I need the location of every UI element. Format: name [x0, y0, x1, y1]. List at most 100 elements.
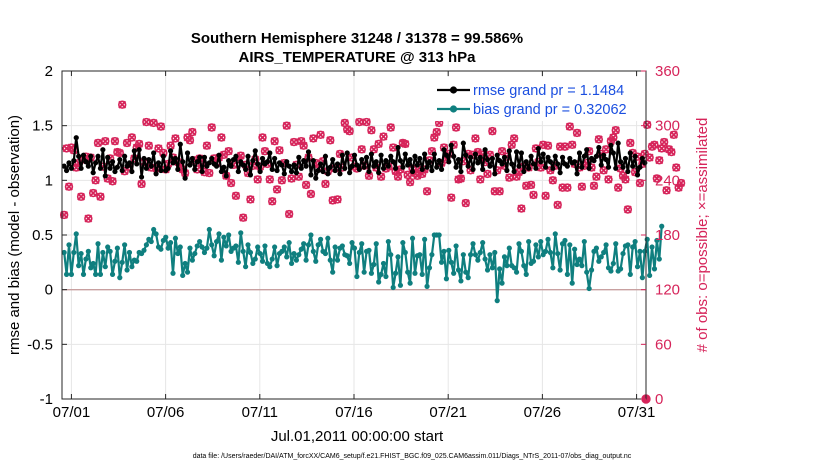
obs-assimilated-marker: [321, 180, 330, 188]
obs-assimilated-marker: [660, 138, 669, 147]
bias-point: [402, 249, 408, 256]
rmse-point: [426, 159, 433, 165]
bias-point: [310, 248, 316, 254]
obs-assimilated-marker: [604, 175, 613, 184]
obs-possible-marker: [669, 130, 679, 139]
obs-assimilated-marker: [643, 120, 652, 129]
rmse-point: [201, 154, 208, 160]
obs-assimilated-marker: [171, 134, 180, 143]
rmse-point: [622, 155, 629, 162]
obs-possible-marker: [282, 121, 291, 130]
bias-point: [436, 232, 442, 238]
obs-assimilated-marker: [623, 205, 632, 214]
obs-assimilated-marker: [277, 176, 286, 185]
obs-possible-marker: [572, 128, 582, 138]
rmse-point: [351, 152, 358, 158]
obs-assimilated-marker: [553, 200, 562, 209]
bias-point: [344, 253, 350, 259]
obs-assimilated-marker: [594, 135, 603, 144]
rmse-point: [555, 161, 561, 167]
obs-possible-marker: [149, 118, 158, 128]
x-tick-label: 07/11: [242, 404, 278, 421]
obs-assimilated-marker: [367, 126, 376, 135]
rmse-point: [538, 159, 544, 165]
rmse-point: [73, 135, 79, 141]
bias-point: [71, 249, 77, 256]
bias-point: [455, 267, 462, 273]
bias-point: [245, 242, 251, 248]
obs-assimilated-marker: [674, 183, 683, 192]
obs-possible-marker: [476, 175, 485, 184]
obs-assimilated-marker: [544, 141, 552, 150]
rmse-point: [192, 166, 198, 172]
rmse-point: [429, 167, 435, 174]
bias-point: [441, 248, 447, 254]
rmse-point: [477, 154, 483, 160]
bias-point: [73, 231, 79, 237]
rmse-point: [504, 167, 510, 174]
rmse-point: [281, 171, 287, 177]
rmse-point: [540, 151, 546, 157]
obs-possible-marker: [626, 138, 635, 148]
bias-point: [581, 238, 587, 245]
rmse-point: [451, 153, 457, 159]
bias-point: [194, 243, 200, 249]
y-axis-label-right: # of obs: o=possible; ×=assimilated: [694, 118, 711, 353]
rmse-point: [584, 147, 590, 153]
bias-point: [218, 257, 225, 263]
rmse-point: [438, 166, 445, 172]
obs-assimilated-marker: [592, 172, 601, 181]
rmse-point: [547, 159, 554, 165]
obs-possible-marker: [217, 133, 226, 142]
bias-point: [470, 241, 476, 247]
obs-possible-marker: [185, 136, 195, 145]
bias-point: [301, 241, 307, 247]
obs-assimilated-marker: [432, 128, 441, 136]
rmse-point: [80, 152, 87, 158]
bias-point: [332, 244, 338, 250]
obs-possible-marker: [558, 183, 567, 192]
rmse-point: [240, 162, 246, 168]
obs-assimilated-marker: [362, 118, 371, 126]
rmse-point: [97, 165, 104, 171]
bias-point: [448, 259, 454, 265]
bias-point: [177, 244, 183, 250]
obs-possible-marker: [422, 187, 432, 196]
bias-point: [603, 242, 609, 248]
bias-point: [535, 254, 541, 260]
obs-assimilated-marker: [657, 144, 666, 153]
obs-possible-marker: [268, 197, 277, 206]
rmse-point: [378, 152, 384, 158]
rmse-point: [603, 156, 609, 163]
bias-point: [293, 257, 300, 263]
rmse-point: [422, 151, 428, 157]
rmse-point: [339, 152, 345, 158]
rmse-point: [298, 165, 304, 171]
bias-point: [153, 231, 159, 237]
bias-point: [489, 265, 495, 271]
obs-possible-marker: [258, 133, 267, 142]
rmse-point: [78, 165, 84, 171]
bias-point: [576, 256, 583, 262]
rmse-point: [347, 170, 353, 176]
bias-point: [574, 261, 580, 268]
rmse-point: [383, 158, 389, 164]
rmse-point: [557, 170, 563, 176]
obs-assimilated-marker: [374, 139, 383, 148]
bias-point: [257, 250, 263, 257]
obs-possible-marker: [592, 172, 601, 181]
rmse-point: [76, 153, 82, 159]
bias-point: [557, 267, 563, 273]
obs-assimilated-marker: [135, 139, 144, 148]
bias-point: [564, 271, 570, 277]
rmse-point: [436, 158, 442, 164]
obs-assimilated-marker: [91, 176, 100, 185]
rmse-point: [206, 160, 212, 166]
rmse-point: [117, 156, 123, 163]
y-tick-label-left: -0.5: [27, 336, 53, 353]
rmse-point: [627, 150, 633, 156]
obs-assimilated-marker: [186, 136, 194, 145]
bias-point: [250, 260, 256, 267]
rmse-point: [199, 168, 205, 175]
obs-assimilated-marker: [108, 177, 117, 186]
